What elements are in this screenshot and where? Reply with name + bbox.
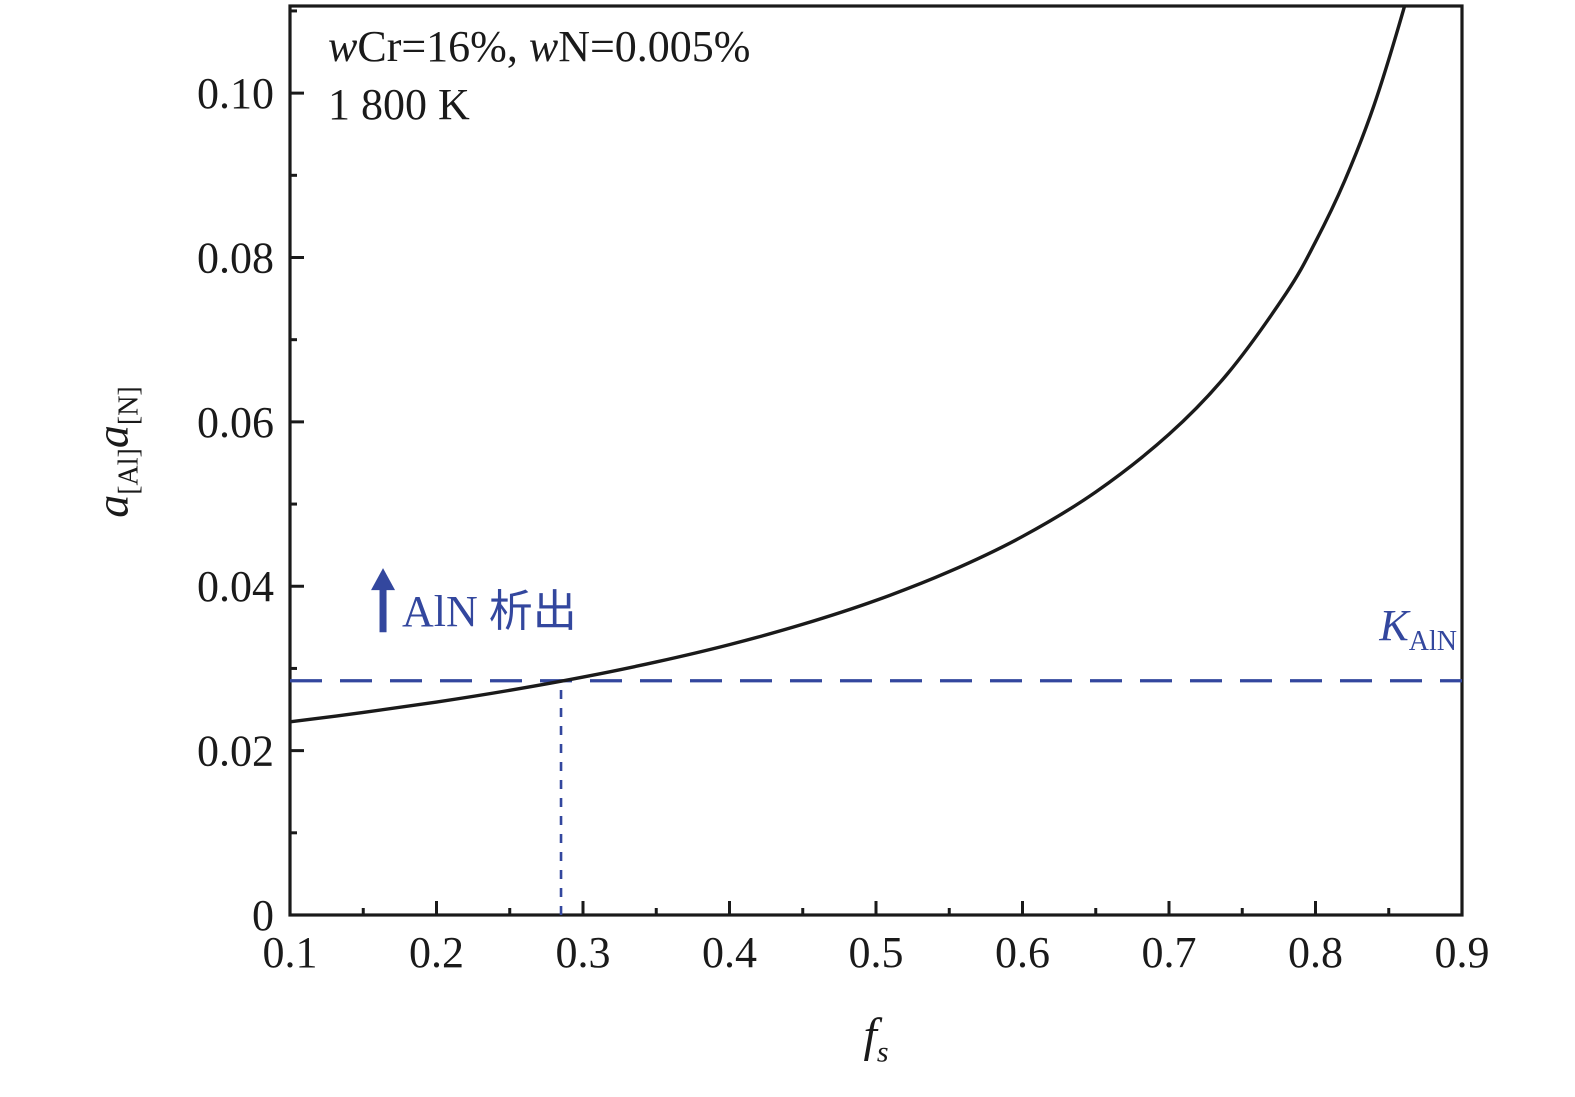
axis-ticks — [288, 9, 1464, 917]
y-tick-label: 0.06 — [197, 398, 274, 447]
x-tick-labels: 0.1 0.2 0.3 0.4 0.5 0.6 0.7 0.8 0.9 — [263, 928, 1490, 977]
y-axis-label-sub1: [Al] — [113, 448, 145, 495]
x-tick-label: 0.4 — [702, 928, 757, 977]
y-tick-labels: 0 0.02 0.04 0.06 0.08 0.10 — [197, 69, 274, 940]
x-tick-label: 0.2 — [409, 928, 464, 977]
x-tick-label: 0.1 — [263, 928, 318, 977]
x-axis-label-sub: s — [876, 1035, 889, 1069]
aln-precipitation-annotation: AlN 析出 — [402, 587, 577, 636]
y-axis-label-sub2: [N] — [113, 386, 145, 426]
y-axis-label-a2: a — [86, 425, 138, 449]
x-axis-label-f: f — [863, 1009, 877, 1062]
condition-w2: w — [528, 22, 559, 71]
condition-t2: N=0.005% — [558, 22, 751, 71]
x-tick-label: 0.7 — [1142, 928, 1197, 977]
condition-w1: w — [328, 22, 358, 71]
y-tick-label: 0.02 — [197, 727, 274, 776]
up-arrow-icon — [371, 568, 396, 633]
condition-line1: wCr=16%, wN=0.005% — [328, 18, 750, 76]
x-tick-label: 0.6 — [995, 928, 1050, 977]
y-tick-label: 0.10 — [197, 69, 274, 118]
x-tick-label: 0.3 — [556, 928, 611, 977]
x-tick-label: 0.5 — [849, 928, 904, 977]
kaln-label: KAlN — [1379, 600, 1457, 655]
kaln-label-k: K — [1379, 601, 1409, 650]
condition-t1: Cr=16%, — [357, 22, 529, 71]
kaln-label-sub: AlN — [1408, 625, 1457, 657]
x-tick-label: 0.9 — [1435, 928, 1490, 977]
y-tick-label: 0.08 — [197, 233, 274, 282]
axes-frame — [288, 4, 1464, 917]
x-tick-label: 0.8 — [1288, 928, 1343, 977]
condition-annotation: wCr=16%, wN=0.005% 1 800 K — [328, 18, 750, 134]
y-tick-label: 0.04 — [197, 562, 274, 611]
y-axis-label: a[Al]a[N] — [86, 386, 145, 518]
x-axis-label: fs — [863, 1008, 888, 1067]
activity-product-curve — [290, 6, 1407, 724]
y-axis-label-a1: a — [86, 494, 138, 518]
y-tick-label: 0 — [252, 891, 274, 940]
condition-line2: 1 800 K — [328, 80, 470, 129]
